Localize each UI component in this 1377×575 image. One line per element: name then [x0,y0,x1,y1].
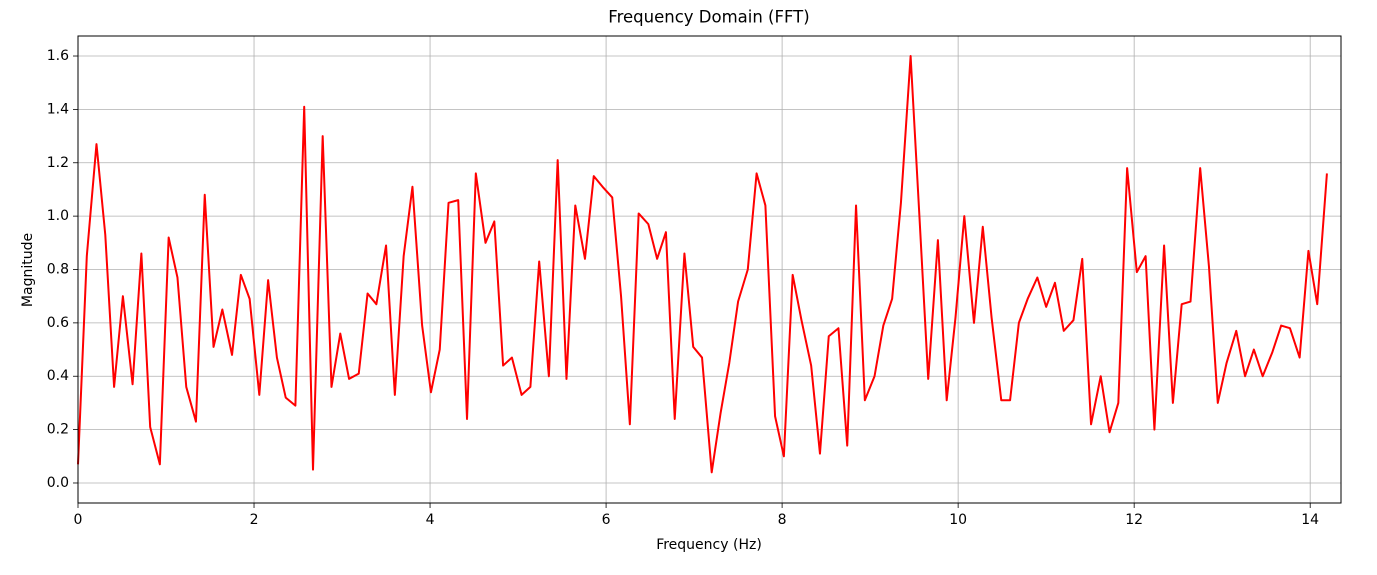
x-tick-label: 12 [1125,512,1143,528]
plot-frame [77,35,1342,504]
x-tick-label: 4 [426,512,435,528]
y-tick-label: 0.4 [47,368,69,384]
y-tick-label: 1.2 [47,155,69,171]
chart-title: Frequency Domain (FFT) [608,8,809,27]
data-line [77,55,1328,474]
y-tick-label: 0.8 [47,262,69,278]
x-tick-label: 2 [250,512,259,528]
x-tick-label: 6 [602,512,611,528]
y-tick-label: 1.0 [47,208,69,224]
y-tick-label: 0.0 [47,475,69,491]
x-axis-label: Frequency (Hz) [656,537,762,553]
y-axis-label: Magnitude [20,233,36,307]
x-tick-label: 14 [1301,512,1319,528]
x-tick-label: 0 [74,512,83,528]
y-tick-label: 1.4 [47,101,69,117]
x-tick-label: 8 [778,512,787,528]
y-tick-label: 1.6 [47,48,69,64]
y-tick-label: 0.2 [47,422,69,438]
x-tick-label: 10 [949,512,967,528]
y-tick-label: 0.6 [47,315,69,331]
